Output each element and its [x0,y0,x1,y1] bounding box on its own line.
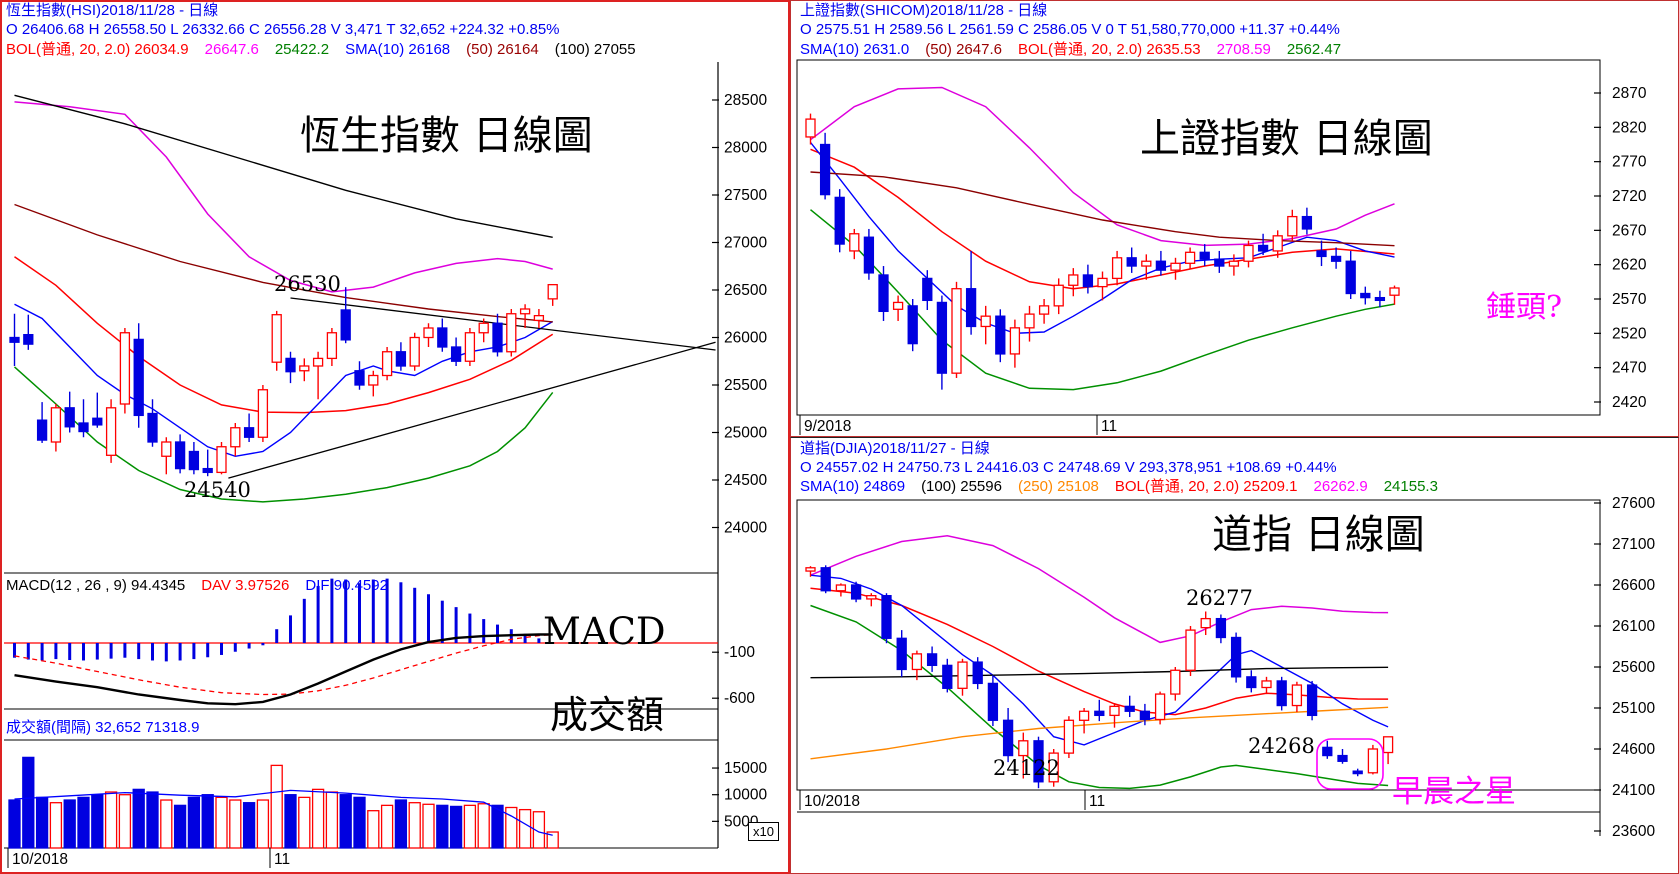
hsi-panel[interactable] [0,0,790,874]
shicom-indicator-line: SMA(10) 2631.0 (50) 2647.6 BOL(普通, 20, 2.0… [800,41,1357,59]
svg-text:25600: 25600 [1612,659,1655,676]
indicator-value: SMA(10) 24869 [800,478,906,495]
indicator-value: 2562.47 [1286,41,1342,58]
svg-text:26100: 26100 [1612,618,1655,635]
indicator-value: DAV 3.97526 [201,577,290,594]
indicator-value: SMA(10) 26168 [345,41,451,58]
svg-text:2670: 2670 [1612,222,1647,239]
svg-text:28000: 28000 [724,140,767,157]
svg-text:27100: 27100 [1612,536,1655,553]
indicator-value: (50) 2647.6 [925,41,1002,58]
svg-text:26000: 26000 [724,330,767,347]
indicator-value: BOL(普通, 20, 2.0) 25209.1 [1114,478,1298,495]
indicator-value: BOL(普通, 20, 2.0) 26034.9 [6,41,189,58]
svg-text:2820: 2820 [1612,119,1647,136]
svg-text:15000: 15000 [724,760,767,777]
djia-ohlc-line: O 24557.02 H 24750.73 L 24416.03 C 24748… [800,459,1337,476]
svg-text:10/2018: 10/2018 [804,793,860,810]
djia-title: 道指(DJIA)2018/11/27 - 日線 [800,440,990,457]
svg-text:27000: 27000 [724,235,767,252]
svg-text:2870: 2870 [1612,85,1647,102]
indicator-value: (250) 25108 [1017,478,1099,495]
svg-text:28500: 28500 [724,92,767,109]
svg-text:25000: 25000 [724,425,767,442]
indicator-value: (100) 25596 [921,478,1002,495]
svg-text:25100: 25100 [1612,700,1655,717]
indicator-value: 25422.2 [274,41,330,58]
djia-annotation-peak: 26277 [1186,586,1253,610]
svg-text:2570: 2570 [1612,291,1647,308]
macd-indicator-line: MACD(12 , 26 , 9) 94.4345 DAV 3.97526 DIF … [6,577,404,595]
svg-text:24500: 24500 [724,472,767,489]
volume-unit-label: x10 [748,822,779,841]
svg-text:2770: 2770 [1612,154,1647,171]
indicator-value: BOL(普通, 20, 2.0) 2635.53 [1017,41,1201,58]
indicator-value: 26647.6 [204,41,259,58]
svg-text:27600: 27600 [1612,495,1655,512]
svg-text:25500: 25500 [724,377,767,394]
svg-text:10000: 10000 [724,787,767,804]
djia-indicator-line: SMA(10) 24869 (100) 25596 (250) 25108 BOL(普… [800,478,1454,496]
hsi-annotation-low: 24540 [184,478,251,502]
indicator-value: (100) 27055 [554,41,636,58]
volume-indicator-line: 成交額(間隔) 32,652 71318.9 [6,719,215,737]
svg-text:11: 11 [1101,418,1117,435]
djia-annotation-morning-star: 早晨之星 [1392,774,1516,810]
svg-text:11: 11 [274,851,290,868]
indicator-value: DIF 90.4592 [305,577,388,594]
svg-text:24100: 24100 [1612,782,1655,799]
svg-text:2720: 2720 [1612,188,1647,205]
svg-text:2470: 2470 [1612,360,1647,377]
indicator-value: 26262.9 [1313,478,1368,495]
svg-text:27500: 27500 [724,187,767,204]
svg-text:11: 11 [1089,793,1105,810]
shicom-title: 上證指數(SHICOM)2018/11/28 - 日線 [800,2,1048,19]
hsi-title: 恆生指數(HSI)2018/11/28 - 日線 [6,2,219,19]
svg-text:9/2018: 9/2018 [804,418,851,435]
shicom-annotation-hammer: 錘頭? [1486,290,1563,325]
svg-text:-100: -100 [724,644,755,661]
svg-text:24000: 24000 [724,520,767,537]
hsi-annotation-high: 26530 [274,272,341,296]
djia-big-title: 道指 日線圖 [1212,512,1425,558]
hsi-big-title: 恆生指數 日線圖 [300,113,593,159]
volume-big-label: 成交額 [550,693,665,737]
svg-text:24600: 24600 [1612,741,1655,758]
svg-text:10/2018: 10/2018 [12,851,68,868]
djia-annotation-low2: 24268 [1248,734,1315,758]
svg-text:26600: 26600 [1612,577,1655,594]
indicator-value: 2708.59 [1216,41,1271,58]
svg-text:-600: -600 [724,690,755,707]
shicom-big-title: 上證指數 日線圖 [1140,116,1433,162]
indicator-value: 成交額(間隔) 32,652 71318.9 [6,719,200,736]
macd-big-label: MACD [543,610,666,653]
hsi-indicator-line: BOL(普通, 20, 2.0) 26034.9 26647.6 25422.2 SM… [6,41,652,59]
indicator-value: SMA(10) 2631.0 [800,41,910,58]
svg-text:2420: 2420 [1612,394,1647,411]
shicom-ohlc-line: O 2575.51 H 2589.56 L 2561.59 C 2586.05 … [800,21,1340,38]
djia-annotation-low: 24122 [993,756,1060,780]
svg-text:23600: 23600 [1612,823,1655,840]
svg-text:2620: 2620 [1612,257,1647,274]
hsi-ohlc-line: O 26406.68 H 26558.50 L 26332.66 C 26556… [6,21,560,38]
svg-text:2520: 2520 [1612,325,1647,342]
indicator-value: (50) 26164 [466,41,539,58]
svg-text:26500: 26500 [724,282,767,299]
indicator-value: MACD(12 , 26 , 9) 94.4345 [6,577,186,594]
indicator-value: 24155.3 [1383,478,1438,495]
